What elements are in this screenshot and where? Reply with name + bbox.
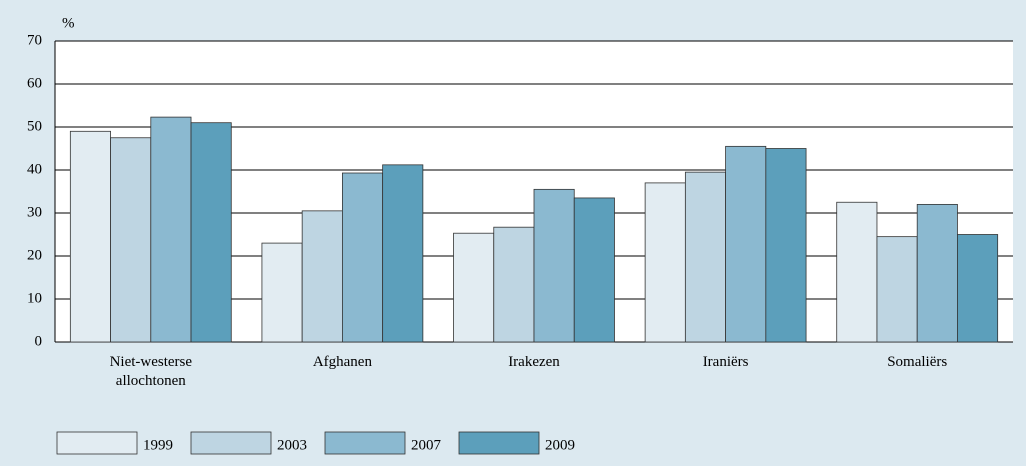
legend-label: 2007 bbox=[411, 437, 442, 453]
legend-swatch bbox=[458, 431, 540, 455]
bar bbox=[836, 201, 878, 343]
x-tick-label: Iraniërs bbox=[702, 354, 749, 370]
bar bbox=[69, 130, 111, 343]
bar bbox=[261, 242, 303, 343]
x-tick-label: Afghanen bbox=[312, 354, 372, 370]
bar bbox=[110, 137, 152, 343]
bar bbox=[190, 122, 232, 343]
legend-swatch bbox=[190, 431, 272, 455]
y-tick-label: 50 bbox=[27, 118, 42, 134]
y-tick-label: 40 bbox=[27, 161, 42, 177]
bar bbox=[765, 148, 807, 343]
y-tick-label: 30 bbox=[27, 204, 42, 220]
y-tick-label: 20 bbox=[27, 247, 42, 263]
legend-swatch bbox=[56, 431, 138, 455]
legend-label: 2003 bbox=[277, 437, 307, 453]
bar bbox=[684, 171, 727, 343]
y-tick-label: 10 bbox=[27, 290, 42, 306]
y-tick-label: 70 bbox=[27, 32, 42, 48]
legend-label: 1999 bbox=[143, 437, 173, 453]
bar bbox=[533, 188, 575, 343]
bar bbox=[916, 203, 958, 343]
x-tick-label: Somaliërs bbox=[887, 354, 948, 370]
x-tick-label: Niet-westerse allochtonen bbox=[109, 354, 193, 389]
legend-label: 2009 bbox=[545, 437, 575, 453]
y-tick-label: 0 bbox=[35, 333, 43, 349]
x-tick-label: Irakezen bbox=[508, 354, 560, 370]
bar bbox=[957, 234, 999, 343]
legend-swatch bbox=[324, 431, 406, 455]
bar bbox=[301, 210, 343, 343]
bar bbox=[644, 182, 686, 343]
bar bbox=[382, 164, 424, 343]
y-axis-label: % bbox=[62, 15, 75, 31]
bar bbox=[876, 236, 918, 343]
y-tick-label: 60 bbox=[27, 75, 42, 91]
bar bbox=[150, 116, 192, 343]
bar bbox=[725, 145, 767, 343]
bar bbox=[573, 197, 615, 343]
bar bbox=[493, 226, 535, 343]
bar bbox=[453, 232, 495, 343]
bar bbox=[341, 172, 384, 343]
